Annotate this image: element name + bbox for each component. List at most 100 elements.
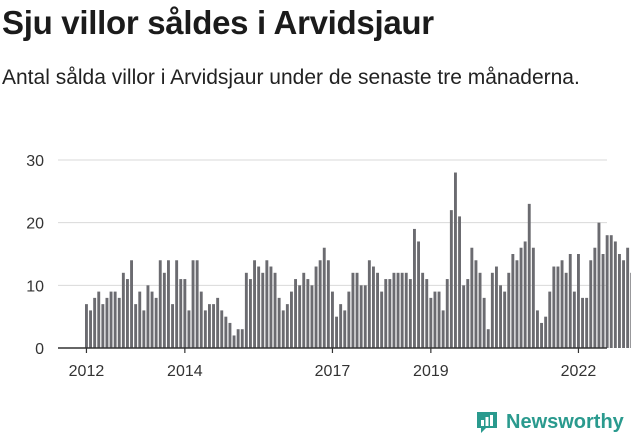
bar [216,297,220,348]
bar [523,241,527,348]
bar [236,329,240,348]
bar [162,272,166,348]
bar [507,272,511,348]
bar [585,297,589,348]
bar [126,279,129,348]
bar [392,272,396,348]
bar [363,285,367,348]
bar [609,235,613,348]
bar [519,247,523,348]
bar [85,304,88,348]
bar [421,272,425,348]
bar [150,291,154,348]
bar [121,272,125,348]
bar [433,291,437,348]
bar [622,260,625,348]
bar [372,266,375,348]
bar [290,291,293,348]
bar [441,310,445,348]
bar [302,272,306,348]
bar [142,310,146,348]
bar [158,260,162,348]
x-tick-label: 2019 [413,363,449,380]
bar [474,260,478,348]
newsworthy-logo[interactable]: Newsworthy [474,406,624,438]
bar [326,260,330,348]
bar [511,254,515,348]
bar [544,316,548,348]
bar [261,272,265,348]
bar [253,260,256,348]
bar [408,279,412,348]
bar [417,241,420,348]
newsworthy-logo-icon [477,412,497,433]
bar [101,304,105,348]
bar [89,310,92,348]
bar [490,272,494,348]
bar [581,297,584,348]
y-axis-labels: 0 10 20 30 [26,153,44,358]
y-tick-label: 0 [35,341,44,358]
bar [478,272,482,348]
x-tick-label: 2017 [315,363,351,380]
bar [322,247,326,348]
brand-name: Newsworthy [506,410,624,433]
bar [531,247,535,348]
bar [331,291,334,348]
chart-title: Sju villor såldes i Arvidsjaur [2,4,434,41]
bar [560,260,564,348]
bar [626,247,630,348]
bar [138,291,142,348]
bar [540,322,543,348]
bar [486,329,490,348]
bar [593,247,597,348]
bar [240,329,244,348]
bar [146,285,150,348]
bar [203,310,207,348]
bar [556,266,560,348]
bar [466,279,470,348]
x-axis: 201220142017201920222024 [58,347,607,380]
bar [536,310,539,348]
bar [618,254,621,348]
bar [572,291,576,348]
bar [113,291,117,348]
bar [458,216,461,348]
y-tick-label: 30 [26,153,44,170]
bar [437,291,441,348]
bar [224,316,228,348]
bar [105,297,109,348]
bar [171,304,174,348]
bar [265,260,269,348]
bar [117,297,121,348]
bar [187,310,191,348]
bar [589,260,593,348]
bar [503,291,507,348]
bar [208,304,211,348]
bar [495,266,498,348]
bar [277,297,281,348]
bars [85,172,631,348]
bar [220,310,224,348]
bar [183,279,187,348]
bar [396,272,400,348]
bar [298,285,302,348]
bar [314,266,318,348]
bar [470,247,474,348]
bar [380,291,384,348]
x-tick-label: 2014 [167,363,203,380]
bar [482,297,486,348]
bar [257,266,261,348]
bar [605,235,609,348]
bar [134,304,138,348]
bar [613,241,617,348]
bar [269,266,273,348]
y-tick-label: 10 [26,278,44,295]
bar [109,291,113,348]
bar [285,304,289,348]
bar [130,260,133,348]
bar [179,279,183,348]
bar [601,254,605,348]
bar [339,304,343,348]
bar [404,272,408,348]
